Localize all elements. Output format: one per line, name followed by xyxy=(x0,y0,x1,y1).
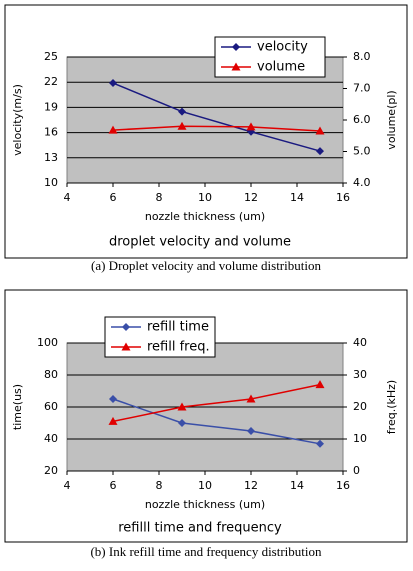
chart-frame xyxy=(4,289,408,543)
x-tick-label: 16 xyxy=(336,191,350,204)
y2-tick-label: 5.0 xyxy=(353,145,371,158)
y-tick-label: 80 xyxy=(44,368,58,381)
y2-tick-label: 6.0 xyxy=(353,113,371,126)
x-tick-label: 4 xyxy=(64,479,71,492)
data-point xyxy=(178,419,186,427)
x-tick-label: 16 xyxy=(336,479,350,492)
data-point xyxy=(246,394,256,403)
y2-tick-label: 20 xyxy=(353,400,367,413)
series-line xyxy=(112,383,321,423)
x-tick-label: 12 xyxy=(244,191,258,204)
y-tick-label: 100 xyxy=(37,336,58,349)
y-tick-label: 25 xyxy=(44,50,58,63)
legend-marker xyxy=(122,323,130,331)
caption: (a) Droplet velocity and volume distribu… xyxy=(91,258,321,273)
data-point xyxy=(109,79,117,88)
y2-tick-label: 8.0 xyxy=(353,50,371,63)
legend-label: refill freq. xyxy=(147,340,210,355)
y2-axis-label: volume(pl) xyxy=(385,90,398,149)
y2-axis-label: freq.(kHz) xyxy=(385,380,398,434)
y-tick-label: 60 xyxy=(44,400,58,413)
data-point xyxy=(315,380,325,389)
x-tick-label: 10 xyxy=(198,191,212,204)
y-tick-label: 22 xyxy=(44,75,58,88)
y2-tick-label: 10 xyxy=(353,432,367,445)
x-tick-label: 8 xyxy=(156,191,163,204)
y-tick-label: 40 xyxy=(44,432,58,445)
x-tick-label: 4 xyxy=(64,191,71,204)
legend-marker xyxy=(121,342,131,351)
y-tick-label: 20 xyxy=(44,464,58,477)
legend-label: volume xyxy=(257,60,305,75)
chart-frame xyxy=(4,4,408,259)
data-point xyxy=(246,122,256,131)
data-point xyxy=(108,416,118,425)
x-axis-label: nozzle thickness (um) xyxy=(145,210,265,223)
y-tick-label: 19 xyxy=(44,100,58,113)
x-tick-label: 6 xyxy=(110,191,117,204)
data-point xyxy=(247,127,255,136)
y-tick-label: 16 xyxy=(44,126,58,139)
data-point xyxy=(316,147,324,156)
data-point xyxy=(177,121,187,130)
legend-label: velocity xyxy=(257,40,308,55)
data-point xyxy=(316,439,324,448)
y2-tick-label: 4.0 xyxy=(353,176,371,189)
chart-subtitle: refilll time and frequency xyxy=(118,521,282,536)
legend-marker xyxy=(232,43,240,51)
data-point xyxy=(109,395,117,403)
x-tick-label: 12 xyxy=(244,479,258,492)
data-point xyxy=(177,402,187,411)
y-tick-label: 10 xyxy=(44,176,58,189)
caption: (b) Ink refill time and frequency distri… xyxy=(90,544,322,559)
x-tick-label: 8 xyxy=(156,479,163,492)
y2-tick-label: 40 xyxy=(353,336,367,349)
y-axis-label: time(us) xyxy=(11,384,24,430)
y2-tick-label: 7.0 xyxy=(353,82,371,95)
legend-label: refill time xyxy=(147,320,209,335)
data-point xyxy=(108,125,118,134)
data-point xyxy=(315,126,325,135)
x-tick-label: 6 xyxy=(110,479,117,492)
x-tick-label: 14 xyxy=(290,191,304,204)
series-line xyxy=(112,125,321,132)
y-tick-label: 13 xyxy=(44,151,58,164)
x-tick-label: 10 xyxy=(198,479,212,492)
data-point xyxy=(178,107,186,116)
x-tick-label: 14 xyxy=(290,479,304,492)
y2-tick-label: 30 xyxy=(353,368,367,381)
x-axis-label: nozzle thickness (um) xyxy=(145,498,265,511)
series-line xyxy=(112,82,321,152)
y-axis-label: velocity(m/s) xyxy=(11,84,24,156)
y2-tick-label: 0 xyxy=(353,464,360,477)
series-line xyxy=(112,398,321,445)
data-point xyxy=(247,427,255,435)
chart-subtitle: droplet velocity and volume xyxy=(109,235,291,250)
legend-marker xyxy=(231,62,241,71)
